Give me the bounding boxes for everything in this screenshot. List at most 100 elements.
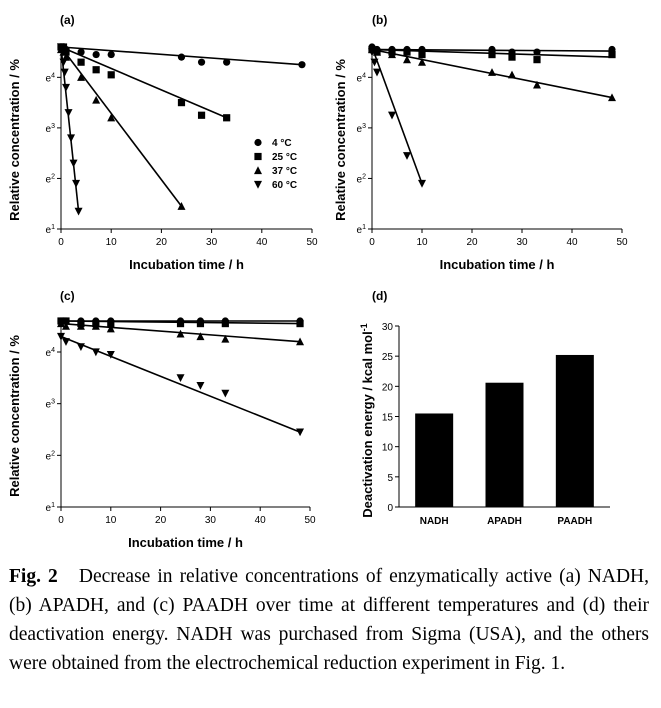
- c-series-37-c-point: [76, 321, 85, 330]
- c-x-tick-label: 20: [155, 515, 167, 526]
- a-series-25-c-point: [223, 114, 231, 122]
- c-series-25-c-point: [296, 319, 304, 328]
- a-series-25-c-point: [62, 48, 70, 56]
- panel-c-scatter-chart: (c) 0 10 20 30 40 50 e1 e2 e3 e4 Incubation time / …: [7, 289, 316, 550]
- c-series-37-c-point: [196, 332, 205, 341]
- b-x-tick-label: 40: [566, 237, 578, 248]
- d-y-tick-label: 20: [382, 382, 394, 393]
- a-series-4-c-point: [177, 53, 186, 61]
- d-y-tick-label: 5: [387, 473, 393, 484]
- a-series-60-c-point: [59, 58, 68, 67]
- c-series-60-c-point: [221, 389, 230, 398]
- c-series-60-c-point: [61, 338, 70, 346]
- c-series-37-c-point: [57, 319, 65, 328]
- b-series-25-c-point: [508, 53, 516, 61]
- a-series-60-c-point: [69, 159, 78, 168]
- a-series-60-c-point: [64, 109, 73, 117]
- a-series-60-c-point: [72, 179, 81, 188]
- a-legend-marker-25-c: [254, 152, 262, 161]
- c-series-60-c-point: [196, 381, 205, 390]
- c-series-60-c-point: [176, 374, 185, 383]
- b-x-tick-label: 50: [616, 237, 628, 248]
- a-series-60-c-point: [67, 134, 76, 143]
- c-series-60-c-fit-line: [60, 335, 301, 433]
- b-series-60-c-fit-line: [371, 46, 423, 184]
- b-x-tick-label: 10: [416, 237, 428, 248]
- c-series-37-c-point: [296, 337, 305, 346]
- panel-d-bar-chart: (d) 0 5 10 15 20 25 30 NADH APADH PAADH Deactivatio…: [359, 289, 610, 527]
- a-x-axis-title: Incubation time / h: [129, 257, 244, 272]
- b-y-tick-label: e2: [357, 173, 367, 185]
- b-series-37-c-point: [418, 57, 426, 66]
- d-x-tick-label: PAADH: [557, 516, 592, 527]
- c-panel-label: (c): [60, 289, 75, 303]
- a-series-4-c-point: [197, 58, 206, 66]
- b-x-tick-label: 30: [516, 237, 528, 248]
- c-x-tick-label: 0: [58, 515, 64, 526]
- a-legend-marker-60-c: [254, 180, 262, 189]
- b-series-25-c-point: [418, 50, 426, 59]
- a-series-4-c-point: [298, 61, 306, 69]
- b-y-tick-label: e4: [357, 72, 367, 84]
- c-series-37-c-point: [106, 324, 115, 333]
- c-y-tick-label: e3: [46, 399, 56, 411]
- a-y-tick-label: e2: [46, 173, 56, 185]
- c-series-25-c-point: [221, 319, 229, 328]
- d-bar-apadh: [485, 382, 524, 507]
- a-series-4-c-point: [77, 48, 85, 56]
- b-y-tick-label: e3: [357, 123, 367, 135]
- figure-caption: Fig. 2 Decrease in relative concentratio…: [9, 562, 649, 678]
- a-series-25-c-point: [59, 43, 68, 51]
- d-y-tick-label: 15: [382, 413, 394, 424]
- figure-2: (a) 0 10 20 30 40 50 e1 e2 e3 e4 Incubation time / …: [7, 13, 628, 550]
- a-legend-marker-4-c: [254, 138, 262, 147]
- c-series-25-c-point: [196, 319, 205, 328]
- d-y-tick-label: 30: [382, 322, 394, 333]
- a-y-tick-label: e4: [46, 72, 56, 84]
- a-y-axis-title: Relative concentration / %: [7, 59, 22, 221]
- c-series-60-c-point: [91, 348, 100, 357]
- b-series-60-c-point: [388, 111, 396, 120]
- a-series-25-c-fit-line: [60, 46, 227, 119]
- a-x-tick-label: 50: [306, 237, 318, 248]
- d-bar-nadh: [415, 413, 454, 507]
- c-series-37-c-point: [221, 334, 230, 343]
- b-series-37-c-point: [533, 80, 541, 89]
- a-legend-label-37-c: 37 °C: [272, 166, 297, 177]
- a-series-4-c-point: [92, 50, 100, 59]
- a-panel-label: (a): [60, 13, 75, 27]
- c-series-60-c-point: [296, 428, 305, 437]
- caption-text: Decrease in relative concentrations of e…: [9, 566, 649, 674]
- a-x-tick-label: 30: [206, 237, 218, 248]
- a-y-tick-label: e1: [46, 224, 56, 236]
- a-x-tick-label: 20: [156, 237, 168, 248]
- b-series-60-c-point: [403, 152, 411, 160]
- c-series-25-c-point: [62, 317, 70, 325]
- d-x-tick-label: APADH: [487, 516, 522, 527]
- c-y-tick-label: e1: [46, 502, 56, 514]
- c-series-37-c-point: [91, 321, 100, 330]
- c-x-tick-label: 30: [205, 515, 217, 526]
- d-x-tick-label: NADH: [420, 516, 449, 527]
- a-series-60-c-point: [58, 48, 67, 57]
- c-x-tick-label: 40: [255, 515, 267, 526]
- b-series-25-c-point: [533, 56, 541, 64]
- a-series-37-c-point: [107, 113, 116, 122]
- b-series-60-c-point: [370, 58, 379, 67]
- c-x-axis-title: Incubation time / h: [128, 535, 243, 550]
- d-y-tick-label: 25: [382, 352, 394, 363]
- a-series-25-c-point: [177, 99, 186, 107]
- a-legend-marker-37-c: [254, 166, 262, 175]
- b-series-4-c-point: [533, 48, 541, 56]
- c-series-60-c-point: [76, 343, 85, 352]
- b-series-60-c-point: [373, 68, 381, 77]
- b-panel-label: (b): [372, 13, 387, 27]
- a-series-25-c-point: [92, 66, 100, 74]
- b-series-25-c-point: [488, 50, 496, 59]
- c-series-37-c-point: [61, 321, 70, 330]
- b-series-37-c-point: [403, 55, 411, 64]
- d-panel-label: (d): [372, 289, 387, 303]
- a-series-25-c-point: [107, 71, 115, 79]
- a-series-37-c-fit-line: [60, 46, 183, 207]
- a-series-37-c-point: [177, 202, 186, 210]
